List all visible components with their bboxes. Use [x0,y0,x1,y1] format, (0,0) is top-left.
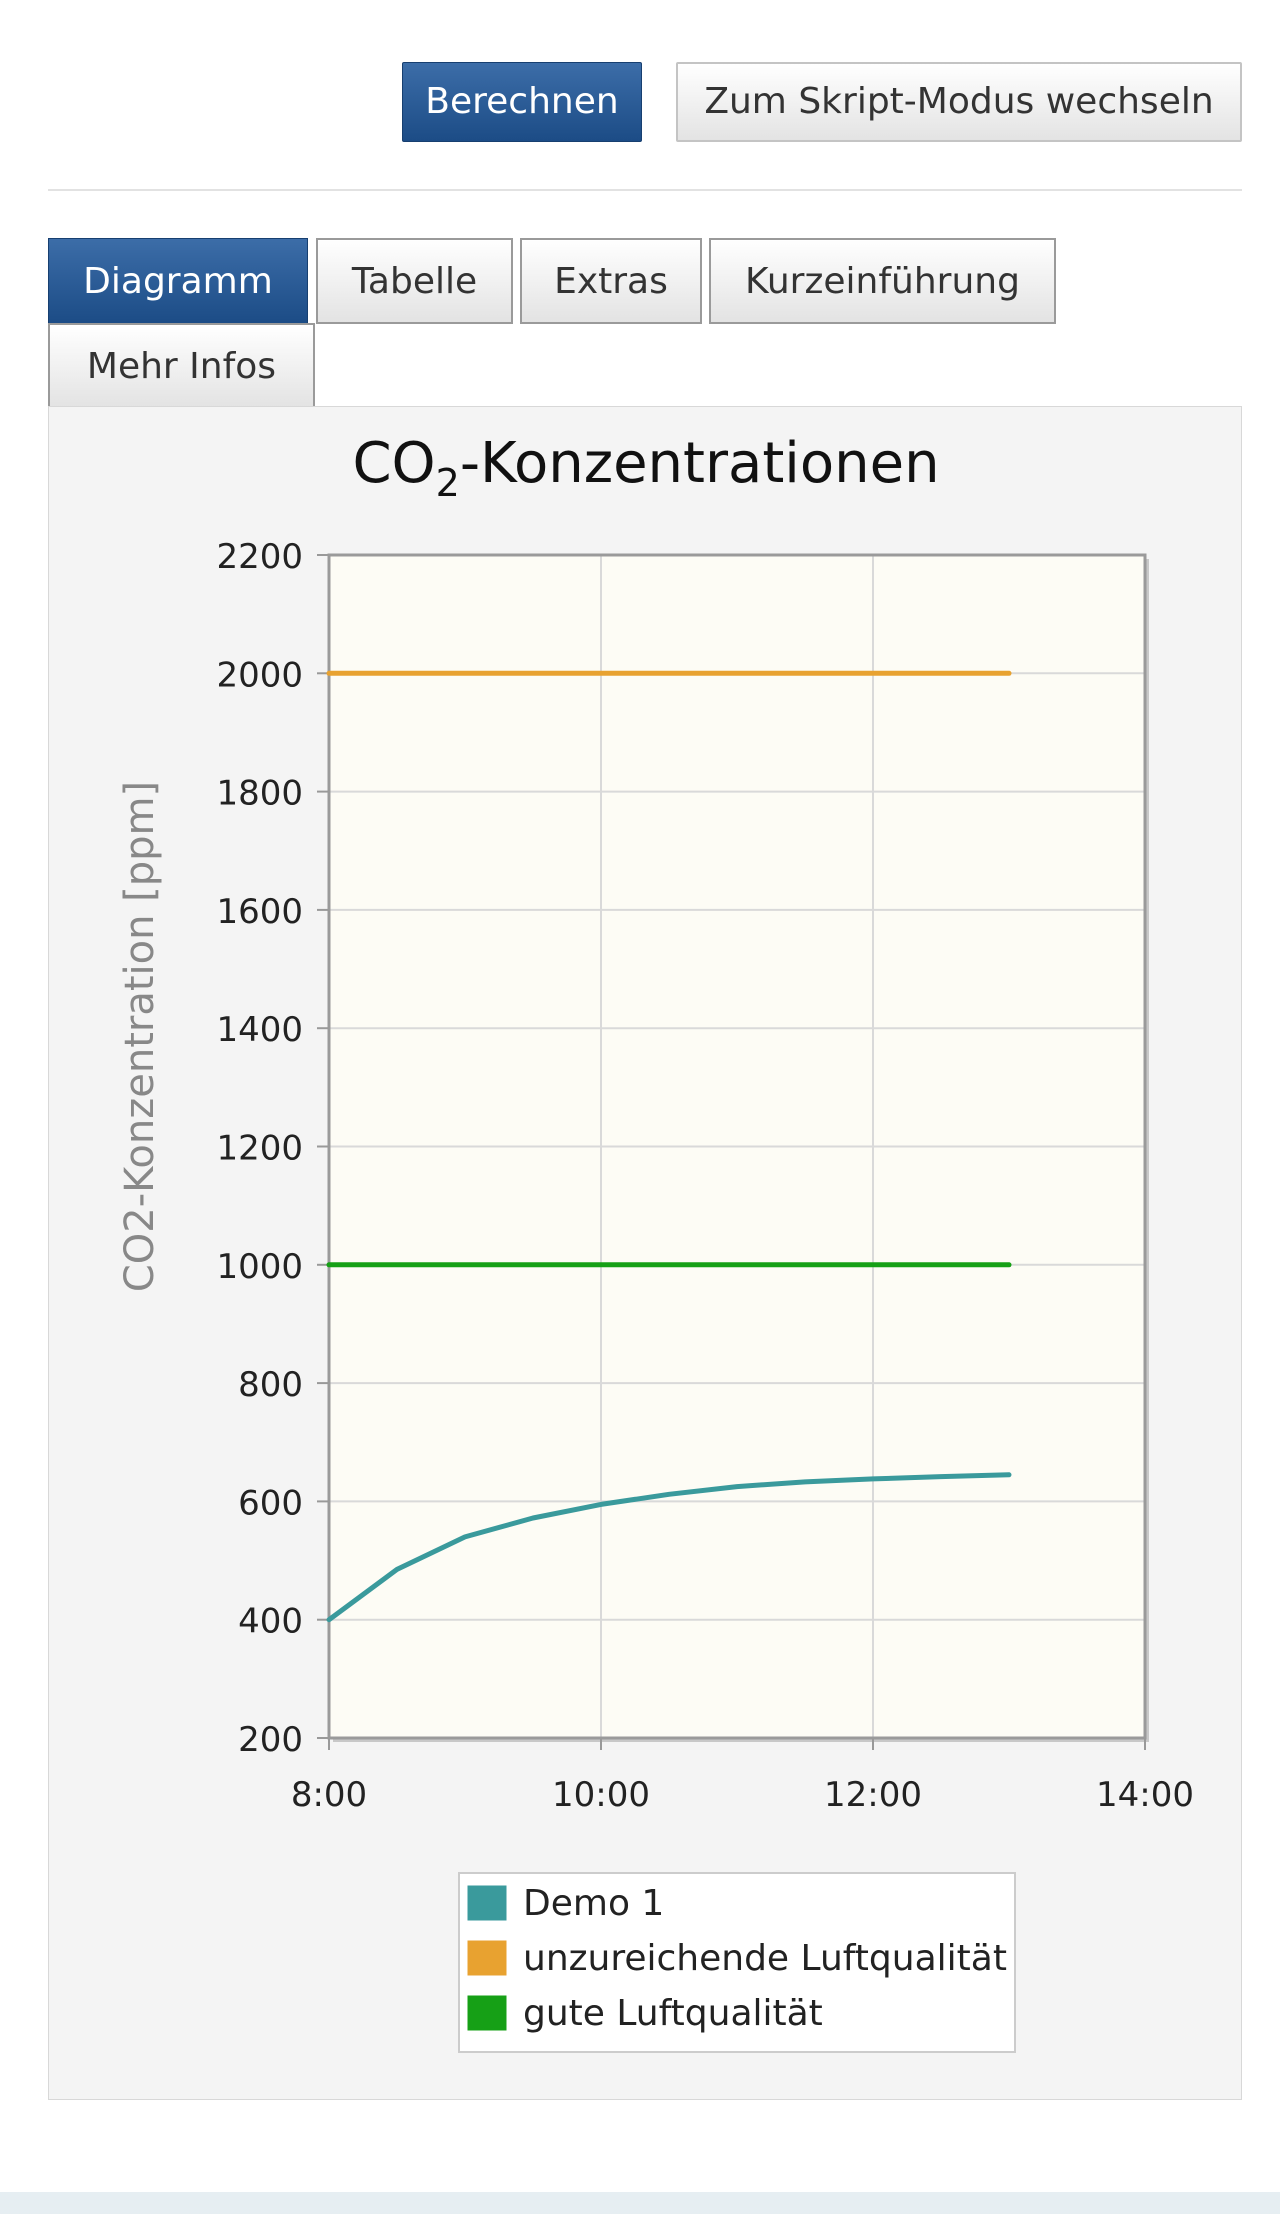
x-tick-label: 8:00 [291,1775,367,1815]
x-tick-label: 10:00 [552,1775,650,1815]
x-tick-label: 14:00 [1096,1775,1194,1815]
y-tick-label: 600 [238,1483,303,1523]
tab-diagram[interactable]: Diagramm [48,238,308,324]
divider [48,189,1242,191]
tab-quick-intro[interactable]: Kurzeinführung [709,238,1056,324]
tab-more-info[interactable]: Mehr Infos [48,323,315,409]
chart-panel: CO2-Konzentrationen 200 400 600 800 1000 1200 1… [48,406,1242,2100]
legend-swatch [466,1939,508,1977]
legend-label: Demo 1 [523,1883,664,1924]
y-tick-label: 1200 [216,1129,303,1169]
footer-band [0,2192,1280,2214]
legend-box [458,1872,1016,2053]
series-line-demo-1 [326,1472,1012,1623]
tab-extras[interactable]: Extras [520,238,702,324]
chart-title: CO2-Konzentrationen [352,431,939,505]
legend-label: gute Luftqualität [523,1993,823,2034]
y-tick-label: 1600 [216,892,303,932]
y-axis-label: CO2-Konzentration [ppm] [117,781,163,1292]
y-tick-label: 800 [238,1365,303,1405]
calculate-button[interactable]: Berechnen [402,62,642,142]
script-mode-button[interactable]: Zum Skript-Modus wechseln [676,62,1242,142]
y-tick-label: 400 [238,1602,303,1642]
legend-swatch [466,1994,508,2032]
co2-chart: CO2-Konzentrationen 200 400 600 800 1000 1200 1… [117,431,1194,2053]
y-tick-label: 1400 [216,1010,303,1050]
y-tick-label: 2200 [216,537,303,577]
y-tick-label: 2000 [216,655,303,695]
legend-label: unzureichende Luftqualität [523,1938,1007,1979]
y-tick-label: 1000 [216,1247,303,1287]
legend-swatch [466,1884,508,1922]
tab-table[interactable]: Tabelle [316,238,513,324]
y-tick-label: 1800 [216,774,303,814]
x-tick-label: 12:00 [824,1775,922,1815]
y-tick-label: 200 [238,1720,303,1760]
